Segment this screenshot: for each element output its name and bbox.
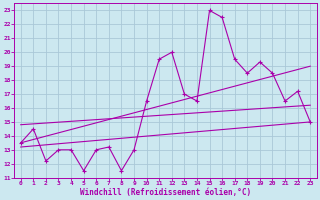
X-axis label: Windchill (Refroidissement éolien,°C): Windchill (Refroidissement éolien,°C) bbox=[80, 188, 251, 197]
